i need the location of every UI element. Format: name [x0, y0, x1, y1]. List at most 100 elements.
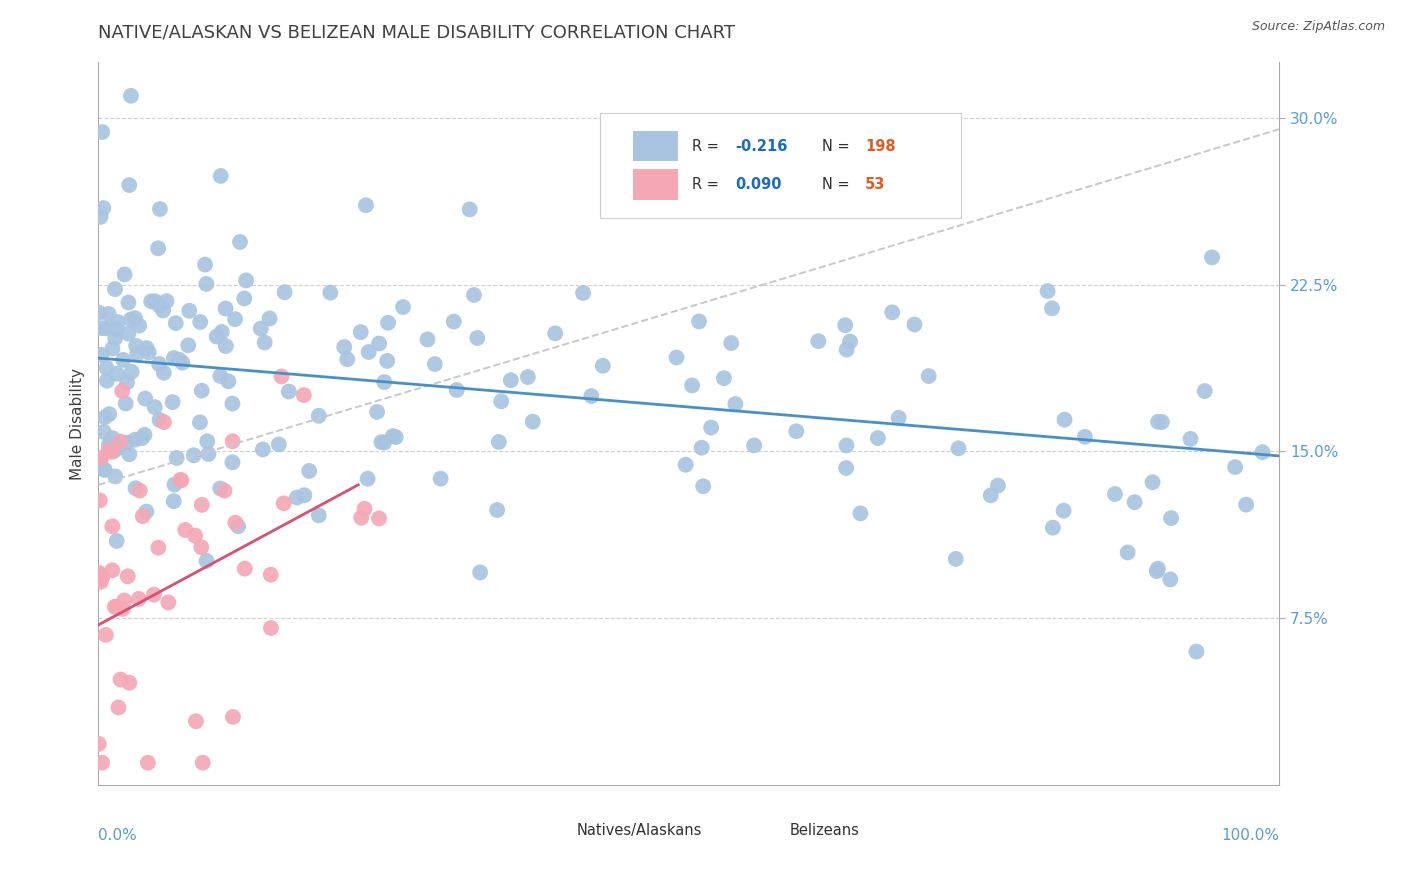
- Text: R =: R =: [693, 177, 724, 192]
- Point: [107, 441, 129, 455]
- Point: [356, 472, 378, 486]
- Point: [1194, 384, 1216, 398]
- Point: [948, 442, 970, 456]
- Text: 198: 198: [865, 139, 896, 153]
- Point: [713, 371, 735, 385]
- Point: [392, 300, 415, 314]
- Point: [105, 367, 128, 381]
- Point: [273, 285, 295, 300]
- Point: [143, 294, 166, 309]
- Point: [90, 210, 112, 224]
- Y-axis label: Male Disability: Male Disability: [69, 368, 84, 480]
- Point: [118, 178, 141, 192]
- Text: 0.090: 0.090: [735, 177, 782, 192]
- Point: [692, 479, 714, 493]
- Point: [516, 370, 538, 384]
- Text: 100.0%: 100.0%: [1222, 829, 1279, 843]
- Point: [370, 435, 392, 450]
- Point: [429, 472, 451, 486]
- Point: [250, 321, 273, 335]
- Point: [120, 312, 142, 326]
- FancyBboxPatch shape: [742, 823, 775, 845]
- Point: [87, 566, 110, 580]
- Point: [368, 511, 391, 525]
- Point: [174, 523, 197, 537]
- Point: [742, 438, 765, 452]
- Point: [463, 288, 485, 302]
- Point: [273, 496, 295, 510]
- Point: [458, 202, 481, 217]
- Point: [195, 277, 218, 291]
- Point: [224, 312, 246, 326]
- Point: [221, 434, 243, 449]
- Point: [1116, 545, 1139, 559]
- Point: [1146, 564, 1168, 578]
- Point: [117, 569, 139, 583]
- Point: [110, 434, 132, 449]
- Point: [209, 482, 232, 496]
- Point: [572, 285, 595, 300]
- Point: [839, 334, 862, 349]
- Point: [91, 756, 114, 770]
- Text: Belizeans: Belizeans: [789, 823, 859, 838]
- Point: [112, 352, 135, 367]
- Point: [205, 329, 228, 343]
- Point: [1123, 495, 1146, 509]
- Point: [209, 169, 232, 183]
- Point: [866, 431, 889, 445]
- Point: [141, 294, 163, 309]
- Point: [104, 599, 127, 614]
- Point: [1147, 415, 1170, 429]
- Point: [980, 488, 1002, 502]
- Point: [118, 447, 141, 461]
- Text: N =: N =: [823, 139, 855, 153]
- Point: [96, 361, 118, 376]
- Point: [104, 469, 127, 483]
- Point: [292, 388, 315, 402]
- Point: [138, 345, 160, 359]
- Point: [195, 554, 218, 568]
- Point: [100, 436, 122, 450]
- Point: [1036, 284, 1059, 298]
- FancyBboxPatch shape: [600, 113, 960, 218]
- Point: [128, 591, 150, 606]
- Point: [104, 331, 127, 345]
- Point: [135, 341, 157, 355]
- Point: [270, 369, 292, 384]
- Point: [353, 501, 375, 516]
- FancyBboxPatch shape: [530, 823, 562, 845]
- Point: [94, 463, 117, 477]
- Point: [136, 756, 159, 770]
- Point: [446, 383, 468, 397]
- Point: [381, 429, 404, 443]
- Point: [179, 303, 201, 318]
- Point: [134, 392, 156, 406]
- Point: [522, 415, 544, 429]
- Point: [486, 503, 509, 517]
- Point: [96, 374, 118, 388]
- Point: [183, 448, 205, 462]
- Point: [259, 311, 281, 326]
- Point: [377, 316, 399, 330]
- Point: [384, 430, 406, 444]
- Point: [1159, 573, 1181, 587]
- Point: [89, 572, 111, 586]
- Point: [260, 567, 283, 582]
- Point: [101, 563, 124, 577]
- Point: [90, 569, 112, 583]
- Point: [675, 458, 697, 472]
- Point: [128, 318, 150, 333]
- Point: [350, 325, 373, 339]
- Point: [89, 453, 111, 467]
- Point: [190, 540, 212, 554]
- Point: [807, 334, 830, 348]
- Text: R =: R =: [693, 139, 724, 153]
- Point: [1150, 415, 1173, 429]
- Point: [690, 441, 713, 455]
- Point: [120, 88, 142, 103]
- Point: [195, 434, 218, 449]
- Point: [110, 673, 132, 687]
- Point: [107, 700, 129, 714]
- Point: [298, 464, 321, 478]
- Point: [184, 529, 207, 543]
